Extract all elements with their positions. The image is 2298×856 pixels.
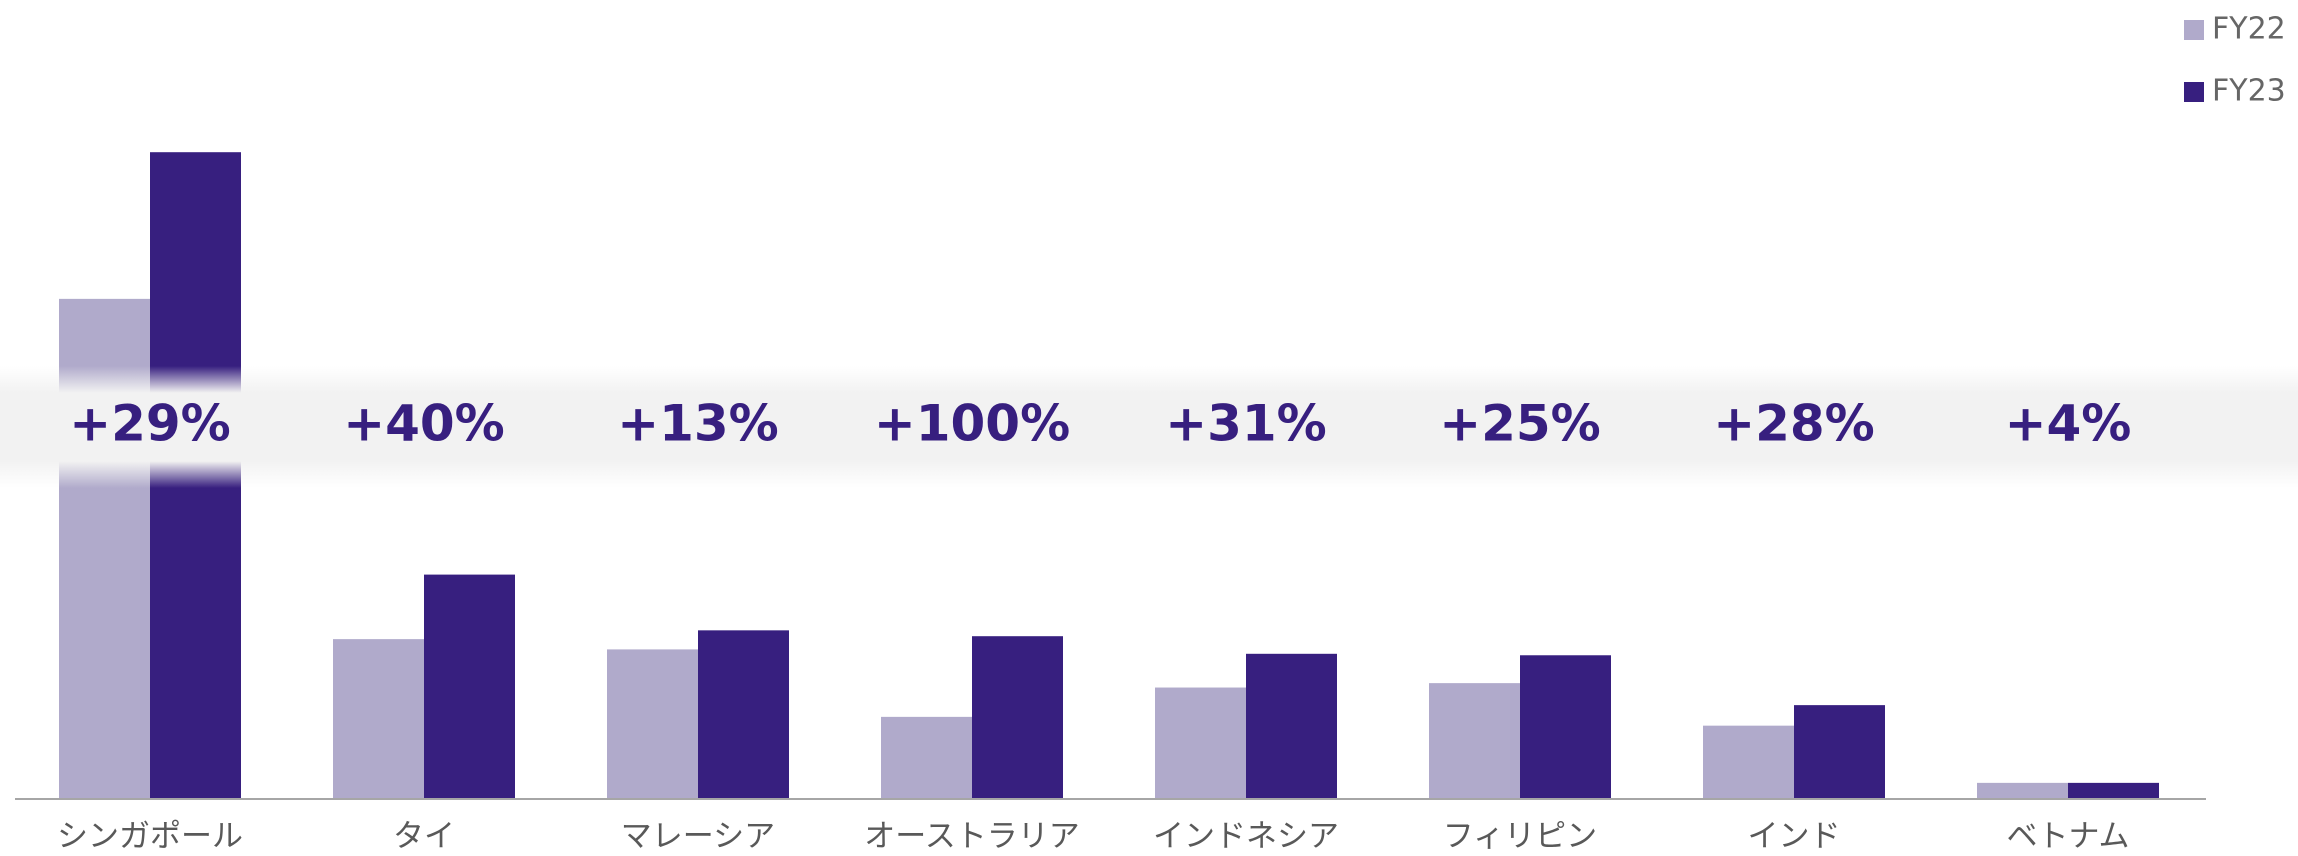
legend-swatch xyxy=(2184,82,2204,102)
growth-label: +28% xyxy=(1713,395,1875,453)
growth-label: +31% xyxy=(1165,395,1327,453)
bar xyxy=(698,630,789,799)
growth-label: +13% xyxy=(617,395,779,453)
growth-label: +100% xyxy=(874,395,1070,453)
bar xyxy=(1520,655,1611,799)
x-tick-label: インドネシア xyxy=(1153,819,1339,855)
growth-label: +29% xyxy=(69,395,231,453)
bar xyxy=(972,636,1063,799)
bar xyxy=(1977,782,2068,799)
x-tick-label: ベトナム xyxy=(2006,819,2129,855)
bar xyxy=(607,649,698,799)
legend-swatch xyxy=(2184,20,2204,40)
growth-label: +40% xyxy=(343,395,505,453)
legend-label: FY23 xyxy=(2212,74,2286,109)
x-tick-label: マレーシア xyxy=(621,819,775,855)
bar xyxy=(2068,782,2159,799)
x-tick-label: フィリピン xyxy=(1443,819,1597,855)
growth-label: +25% xyxy=(1439,395,1601,453)
bar xyxy=(1246,653,1337,799)
bar xyxy=(1703,725,1794,799)
bar xyxy=(1429,683,1520,799)
bar xyxy=(881,716,972,799)
bar xyxy=(1794,705,1885,799)
x-tick-label: タイ xyxy=(393,819,455,855)
highlight-band xyxy=(0,366,2298,488)
bar xyxy=(1155,687,1246,799)
x-tick-label: シンガポール xyxy=(57,819,243,855)
x-tick-label: オーストラリア xyxy=(864,819,1079,855)
x-tick-label: インド xyxy=(1748,819,1841,855)
legend-label: FY22 xyxy=(2212,12,2286,47)
bar xyxy=(424,574,515,799)
growth-label: +4% xyxy=(2005,395,2132,453)
bar xyxy=(333,639,424,799)
